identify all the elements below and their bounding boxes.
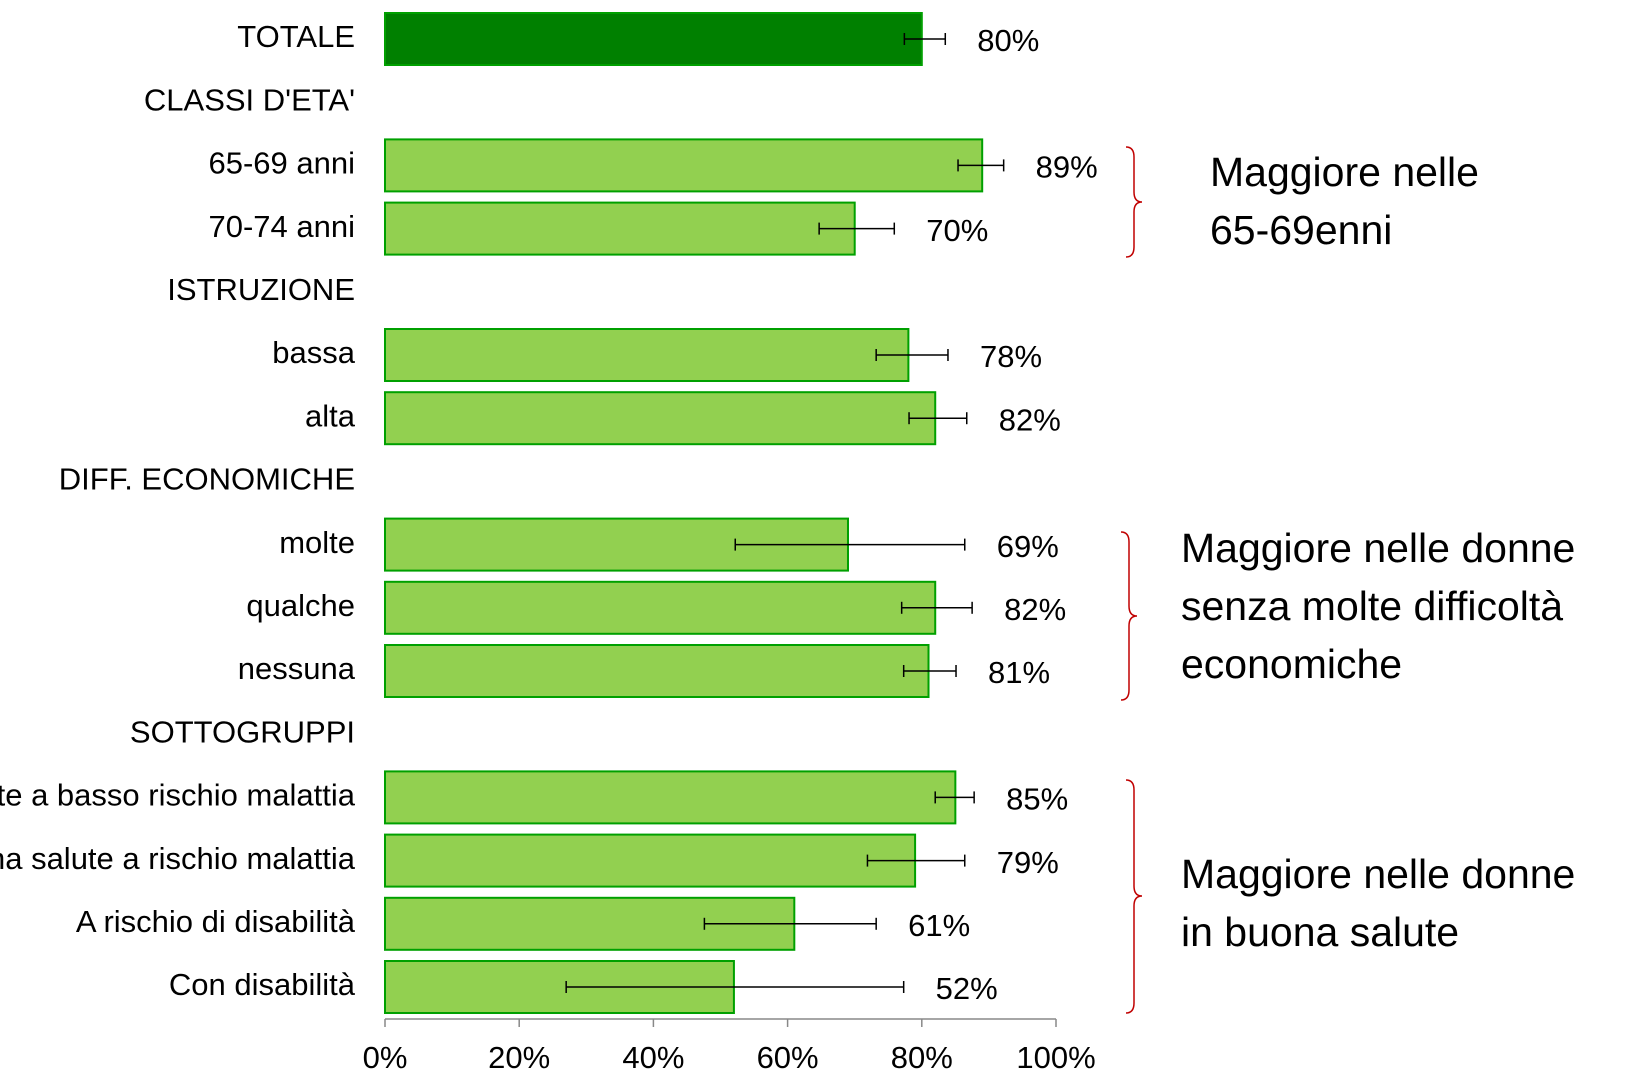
category-label: SOTTOGRUPPI bbox=[130, 714, 355, 749]
bar bbox=[384, 138, 984, 193]
bar bbox=[384, 391, 937, 446]
category-label: alta bbox=[305, 398, 356, 433]
category-label: A rischio di disabilità bbox=[76, 904, 356, 939]
value-label: 89% bbox=[1036, 150, 1098, 185]
brace bbox=[1120, 531, 1138, 701]
value-label: 82% bbox=[1004, 592, 1066, 627]
category-label: In buona salute a rischio malattia bbox=[0, 841, 356, 876]
x-tick-label: 0% bbox=[363, 1040, 408, 1075]
value-label: 61% bbox=[908, 908, 970, 943]
bar bbox=[384, 201, 856, 256]
category-label: CLASSI D'ETA' bbox=[144, 82, 355, 117]
category-label: TOTALE bbox=[237, 19, 355, 54]
annotation: economiche bbox=[1181, 641, 1402, 687]
category-label: qualche bbox=[246, 588, 355, 623]
x-tick-label: 40% bbox=[622, 1040, 684, 1075]
bar bbox=[384, 644, 930, 698]
category-label: nessuna bbox=[238, 651, 356, 686]
x-tick-label: 20% bbox=[488, 1040, 550, 1075]
annotation-braces bbox=[1120, 146, 1143, 1014]
category-label: In buona salute a basso rischio malattia bbox=[0, 778, 356, 813]
bar bbox=[384, 833, 917, 888]
category-label: 70-74 anni bbox=[208, 209, 355, 244]
brace bbox=[1125, 779, 1143, 1014]
annotation: Maggiore nelle bbox=[1210, 149, 1479, 195]
annotation: in buona salute bbox=[1181, 909, 1459, 955]
category-label: DIFF. ECONOMICHE bbox=[59, 462, 355, 497]
bar bbox=[384, 960, 735, 1014]
bar bbox=[384, 328, 910, 382]
value-label: 70% bbox=[926, 213, 988, 248]
brace bbox=[1125, 146, 1143, 258]
x-tick-label: 60% bbox=[757, 1040, 819, 1075]
category-label: molte bbox=[279, 525, 355, 560]
bar bbox=[384, 770, 957, 825]
value-label: 52% bbox=[936, 971, 998, 1006]
value-label: 69% bbox=[997, 529, 1059, 564]
category-label: Con disabilità bbox=[169, 967, 356, 1002]
value-label: 81% bbox=[988, 655, 1050, 690]
annotation: Maggiore nelle donne bbox=[1181, 851, 1575, 897]
annotation: Maggiore nelle donne bbox=[1181, 525, 1575, 571]
bar bbox=[384, 12, 923, 66]
bar bbox=[384, 580, 937, 635]
value-label: 82% bbox=[999, 402, 1061, 437]
value-label: 79% bbox=[997, 845, 1059, 880]
value-label: 78% bbox=[980, 339, 1042, 374]
x-tick-label: 80% bbox=[891, 1040, 953, 1075]
category-label: ISTRUZIONE bbox=[167, 272, 355, 307]
value-label: 85% bbox=[1006, 782, 1068, 817]
category-label: bassa bbox=[272, 335, 355, 370]
annotation: senza molte difficoltà bbox=[1181, 583, 1563, 629]
value-label: 80% bbox=[977, 23, 1039, 58]
x-tick-label: 100% bbox=[1016, 1040, 1095, 1075]
annotation: 65-69enni bbox=[1210, 207, 1392, 253]
category-label: 65-69 anni bbox=[208, 146, 355, 181]
